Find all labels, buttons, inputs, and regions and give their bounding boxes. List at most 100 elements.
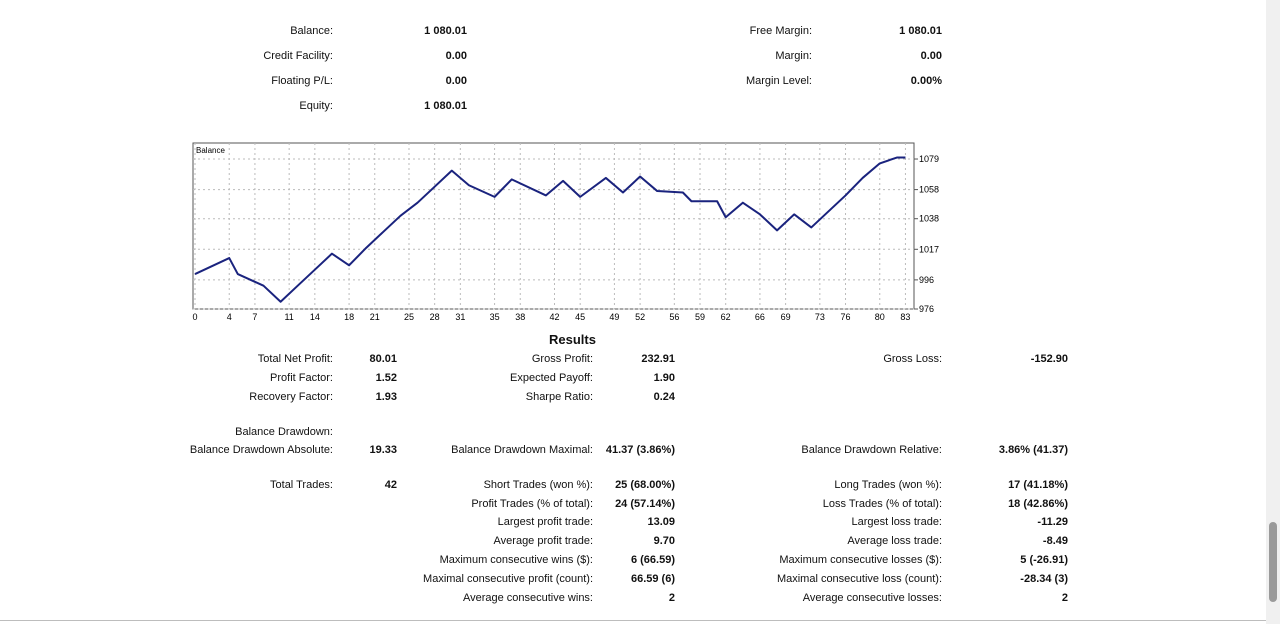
balance-line <box>194 156 906 303</box>
x-tick-label: 11 <box>284 312 293 322</box>
y-tick-label: 1038 <box>919 214 939 224</box>
result-label: Profit Trades (% of total): <box>471 498 593 510</box>
result-label: Balance Drawdown Absolute: <box>189 444 333 456</box>
result-value: 6 (66.59) <box>630 554 675 566</box>
result-value: 1.52 <box>375 372 397 384</box>
results-title: Results <box>549 332 596 347</box>
result-label: Expected Payoff: <box>510 372 593 384</box>
balance-chart: 0 4 7 11 14 18 21 25 28 31 35 38 42 45 49 52 56 59 62 66 69 7… <box>192 142 939 322</box>
result-label: Largest profit trade: <box>497 516 593 528</box>
result-label: Maximum consecutive losses ($): <box>779 554 942 566</box>
x-tick-label: 25 <box>404 312 414 322</box>
account-value: 0.00 <box>445 50 467 62</box>
x-tick-label: 80 <box>875 312 885 322</box>
result-value: 9.70 <box>653 535 675 547</box>
scrollbar[interactable] <box>1266 0 1280 624</box>
x-tick-label: 83 <box>900 312 910 322</box>
result-value: -28.34 (3) <box>1020 573 1068 585</box>
x-tick-label: 28 <box>430 312 440 322</box>
x-tick-label: 52 <box>635 312 645 322</box>
x-tick-label: 45 <box>575 312 585 322</box>
result-value: 17 (41.18%) <box>1008 479 1068 491</box>
result-value: 18 (42.86%) <box>1008 498 1068 510</box>
result-label: Maximal consecutive loss (count): <box>776 573 942 585</box>
x-tick-label: 7 <box>252 312 257 322</box>
account-value: 0.00% <box>910 75 942 87</box>
scrollbar-thumb[interactable] <box>1269 522 1277 602</box>
result-label: Recovery Factor: <box>249 391 333 403</box>
x-tick-label: 35 <box>490 312 500 322</box>
result-label: Average profit trade: <box>493 535 593 547</box>
result-value: -11.29 <box>1037 516 1068 528</box>
account-label: Floating P/L: <box>271 75 333 87</box>
result-value: 0.24 <box>653 391 675 403</box>
x-tick-label: 18 <box>344 312 354 322</box>
x-tick-label: 76 <box>841 312 851 322</box>
account-value: 1 080.01 <box>424 100 467 112</box>
result-value: 5 (-26.91) <box>1020 554 1068 566</box>
account-label: Equity: <box>299 100 333 112</box>
result-value: 1.93 <box>375 391 397 403</box>
result-value: 42 <box>384 479 397 491</box>
result-label: Maximal consecutive profit (count): <box>423 573 593 585</box>
result-value: -152.90 <box>1030 353 1068 365</box>
result-label: Balance Drawdown: <box>235 426 333 438</box>
result-value: 41.37 (3.86%) <box>605 444 675 456</box>
x-tick-label: 69 <box>781 312 791 322</box>
x-tick-label: 38 <box>515 312 525 322</box>
result-label: Long Trades (won %): <box>834 479 942 491</box>
account-value: 1 080.01 <box>424 25 467 37</box>
result-value: 232.91 <box>641 353 675 365</box>
y-tick-label: 1079 <box>919 154 939 164</box>
account-value: 0.00 <box>920 50 942 62</box>
result-label: Short Trades (won %): <box>483 479 593 491</box>
result-value: 25 (68.00%) <box>615 479 675 491</box>
result-label: Maximum consecutive wins ($): <box>439 554 593 566</box>
x-tick-label: 56 <box>669 312 679 322</box>
y-tick-label: 996 <box>919 275 934 285</box>
result-value: 2 <box>1061 592 1068 604</box>
result-label: Average consecutive losses: <box>802 592 942 604</box>
result-value: 3.86% (41.37) <box>998 444 1068 456</box>
result-label: Gross Profit: <box>531 353 593 365</box>
y-tick-label: 1058 <box>919 185 939 195</box>
result-value: -8.49 <box>1042 535 1068 547</box>
account-label: Credit Facility: <box>263 50 333 62</box>
result-value: 24 (57.14%) <box>615 498 675 510</box>
result-label: Sharpe Ratio: <box>525 391 593 403</box>
result-label: Largest loss trade: <box>851 516 943 528</box>
result-label: Balance Drawdown Maximal: <box>451 444 593 456</box>
result-label: Loss Trades (% of total): <box>822 498 942 510</box>
result-label: Profit Factor: <box>270 372 333 384</box>
x-tick-label: 49 <box>609 312 619 322</box>
result-value: 19.33 <box>369 444 397 456</box>
x-tick-label: 21 <box>370 312 380 322</box>
x-tick-label: 73 <box>815 312 825 322</box>
result-value: 1.90 <box>653 372 675 384</box>
y-tick-label: 976 <box>919 304 934 314</box>
account-value: 1 080.01 <box>899 25 942 37</box>
divider <box>0 620 1266 621</box>
account-label: Margin Level: <box>745 75 812 87</box>
result-label: Total Trades: <box>270 479 333 491</box>
x-tick-label: 14 <box>310 312 320 322</box>
x-tick-label: 4 <box>227 312 232 322</box>
account-value: 0.00 <box>445 75 467 87</box>
result-label: Total Net Profit: <box>257 353 333 365</box>
x-tick-label: 59 <box>695 312 705 322</box>
result-label: Balance Drawdown Relative: <box>801 444 942 456</box>
result-value: 80.01 <box>369 353 397 365</box>
account-label: Balance: <box>290 25 333 37</box>
account-label: Free Margin: <box>749 25 812 37</box>
result-label: Average loss trade: <box>847 535 942 547</box>
x-tick-label: 0 <box>192 312 197 322</box>
result-value: 66.59 (6) <box>630 573 675 585</box>
x-tick-label: 62 <box>721 312 731 322</box>
y-tick-label: 1017 <box>919 244 939 254</box>
plot-frame <box>192 142 915 310</box>
legend-label: Balance <box>196 146 225 155</box>
x-tick-label: 66 <box>755 312 765 322</box>
x-tick-label: 31 <box>455 312 465 322</box>
x-tick-label: 42 <box>549 312 559 322</box>
